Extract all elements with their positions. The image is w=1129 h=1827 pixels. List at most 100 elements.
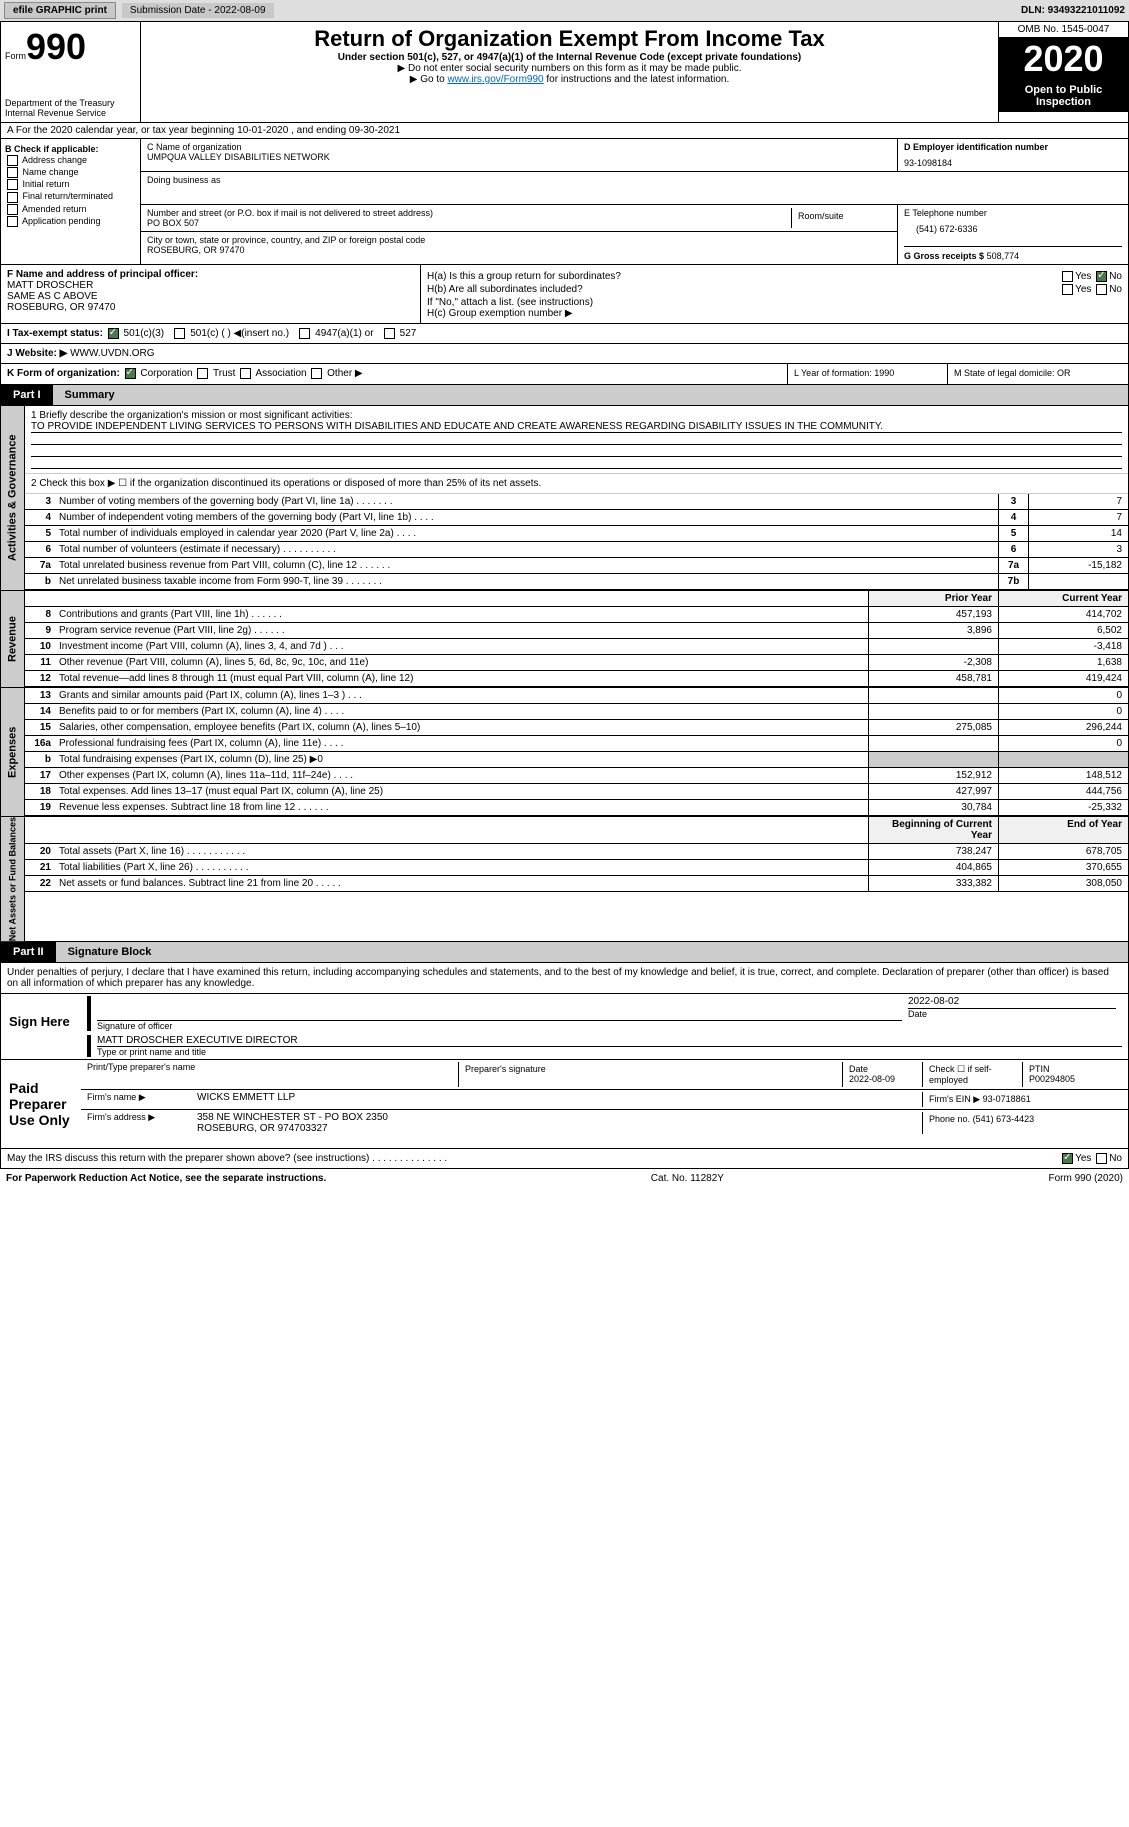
section-bcd: B Check if applicable: Address change Na… <box>0 139 1129 265</box>
top-bar: efile GRAPHIC print Submission Date - 20… <box>0 0 1129 21</box>
open-public: Open to Public Inspection <box>999 80 1128 112</box>
firm-addr: 358 NE WINCHESTER ST - PO BOX 2350 <box>197 1112 922 1123</box>
form-number: 990 <box>26 26 86 67</box>
side-netassets: Net Assets or Fund Balances <box>1 817 25 941</box>
box-b-checkbox[interactable] <box>7 216 18 227</box>
discuss-question: May the IRS discuss this return with the… <box>7 1153 447 1164</box>
state-domicile: M State of legal domicile: OR <box>948 364 1128 383</box>
col-current-year: Current Year <box>998 591 1128 606</box>
tel-label: E Telephone number <box>904 208 1122 218</box>
hb-yes-checkbox[interactable] <box>1062 284 1073 295</box>
form-subtitle: Under section 501(c), 527, or 4947(a)(1)… <box>145 52 994 63</box>
sig-officer-label: Signature of officer <box>97 1020 902 1031</box>
gross-value: 508,774 <box>987 251 1020 261</box>
501c3-checkbox[interactable] <box>108 328 119 339</box>
hb-no-checkbox[interactable] <box>1096 284 1107 295</box>
trust-checkbox[interactable] <box>197 368 208 379</box>
city-value: ROSEBURG, OR 97470 <box>147 245 891 255</box>
firm-ein-label: Firm's EIN ▶ <box>929 1094 980 1104</box>
ha-no-checkbox[interactable] <box>1096 271 1107 282</box>
firm-phone: (541) 673-4423 <box>973 1114 1035 1124</box>
ha-label: H(a) Is this a group return for subordin… <box>427 271 621 282</box>
k-label: K Form of organization: <box>7 369 120 380</box>
officer-typed-name: MATT DROSCHER EXECUTIVE DIRECTOR <box>97 1035 1122 1046</box>
corp-checkbox[interactable] <box>125 368 136 379</box>
footer-left: For Paperwork Reduction Act Notice, see … <box>6 1173 326 1184</box>
side-governance: Activities & Governance <box>1 406 25 590</box>
self-emp-hdr: Check ☐ if self-employed <box>922 1062 1022 1087</box>
part1-header: Part I Summary <box>0 385 1129 406</box>
officer-label: F Name and address of principal officer: <box>7 269 198 280</box>
footer-mid: Cat. No. 11282Y <box>651 1173 724 1184</box>
website-label: J Website: ▶ <box>7 348 67 359</box>
ha-yes-checkbox[interactable] <box>1062 271 1073 282</box>
hc-label: H(c) Group exemption number ▶ <box>427 308 1122 319</box>
penalty-statement: Under penalties of perjury, I declare th… <box>0 963 1129 994</box>
part2-tab: Part II <box>1 942 56 962</box>
box-b-checkbox[interactable] <box>7 179 18 190</box>
sign-date-label: Date <box>908 1008 1116 1019</box>
side-revenue: Revenue <box>1 591 25 687</box>
527-checkbox[interactable] <box>384 328 395 339</box>
other-checkbox[interactable] <box>311 368 322 379</box>
summary-revenue: Revenue Prior Year Current Year 8Contrib… <box>0 591 1129 688</box>
col-end-year: End of Year <box>998 817 1128 843</box>
irs-link[interactable]: www.irs.gov/Form990 <box>447 74 543 85</box>
firm-addr-label: Firm's address ▶ <box>87 1112 197 1134</box>
firm-name-label: Firm's name ▶ <box>87 1092 197 1107</box>
form-header: Form990 Department of the Treasury Inter… <box>0 21 1129 123</box>
officer-line2: SAME AS C ABOVE <box>7 291 414 302</box>
tel-value: (541) 672-6336 <box>916 224 1122 234</box>
col-begin-year: Beginning of Current Year <box>868 817 998 843</box>
box-b-checkbox[interactable] <box>7 192 18 203</box>
submission-date: Submission Date - 2022-08-09 <box>122 3 274 18</box>
ein-value: 93-1098184 <box>904 158 1122 168</box>
col-prior-year: Prior Year <box>868 591 998 606</box>
part1-tab: Part I <box>1 385 53 405</box>
goto-post: for instructions and the latest informat… <box>544 74 730 85</box>
firm-phone-label: Phone no. <box>929 1114 970 1124</box>
discuss-row: May the IRS discuss this return with the… <box>0 1149 1129 1169</box>
box-b-title: B Check if applicable: <box>5 144 99 154</box>
paid-preparer-label: Paid Preparer Use Only <box>1 1060 81 1148</box>
box-b: B Check if applicable: Address change Na… <box>1 139 141 264</box>
firm-ein: 93-0718861 <box>983 1094 1031 1104</box>
assoc-checkbox[interactable] <box>240 368 251 379</box>
part2-header: Part II Signature Block <box>0 942 1129 963</box>
discuss-yes-checkbox[interactable] <box>1062 1153 1073 1164</box>
firm-name: WICKS EMMETT LLP <box>197 1092 922 1107</box>
box-b-checkbox[interactable] <box>7 204 18 215</box>
ssn-note: ▶ Do not enter social security numbers o… <box>145 63 994 74</box>
4947-checkbox[interactable] <box>299 328 310 339</box>
form-title: Return of Organization Exempt From Incom… <box>145 26 994 52</box>
website-value: WWW.UVDN.ORG <box>70 348 154 359</box>
ptin-hdr: PTIN <box>1029 1064 1050 1074</box>
box-b-checkbox[interactable] <box>7 167 18 178</box>
sign-date: 2022-08-02 <box>908 996 1116 1008</box>
summary-governance: Activities & Governance 1 Briefly descri… <box>0 406 1129 591</box>
typed-name-label: Type or print name and title <box>97 1046 1122 1057</box>
ein-label: D Employer identification number <box>904 142 1048 152</box>
discuss-no-checkbox[interactable] <box>1096 1153 1107 1164</box>
room-label: Room/suite <box>791 208 891 228</box>
paid-preparer-section: Paid Preparer Use Only Print/Type prepar… <box>0 1060 1129 1149</box>
hb-note: If "No," attach a list. (see instruction… <box>427 297 1122 308</box>
box-b-checkbox[interactable] <box>7 155 18 166</box>
side-expenses: Expenses <box>1 688 25 816</box>
row-k: K Form of organization: Corporation Trus… <box>0 364 1129 384</box>
501c-checkbox[interactable] <box>174 328 185 339</box>
year-formation: L Year of formation: 1990 <box>788 364 948 383</box>
org-name-label: C Name of organization <box>147 142 891 152</box>
q2-text: 2 Check this box ▶ ☐ if the organization… <box>25 474 1128 494</box>
website-row: J Website: ▶ WWW.UVDN.ORG <box>0 344 1129 364</box>
prep-name-hdr: Print/Type preparer's name <box>87 1062 458 1087</box>
efile-button[interactable]: efile GRAPHIC print <box>4 2 116 19</box>
part2-title: Signature Block <box>56 942 1128 962</box>
dept-treasury: Department of the Treasury Internal Reve… <box>5 98 136 118</box>
sign-here-section: Sign Here Signature of officer 2022-08-0… <box>0 994 1129 1060</box>
summary-netassets: Net Assets or Fund Balances Beginning of… <box>0 817 1129 942</box>
prep-date-hdr: Date <box>849 1064 868 1074</box>
footer-right: Form 990 (2020) <box>1049 1173 1123 1184</box>
firm-addr2: ROSEBURG, OR 974703327 <box>197 1123 922 1134</box>
addr-value: PO BOX 507 <box>147 218 791 228</box>
